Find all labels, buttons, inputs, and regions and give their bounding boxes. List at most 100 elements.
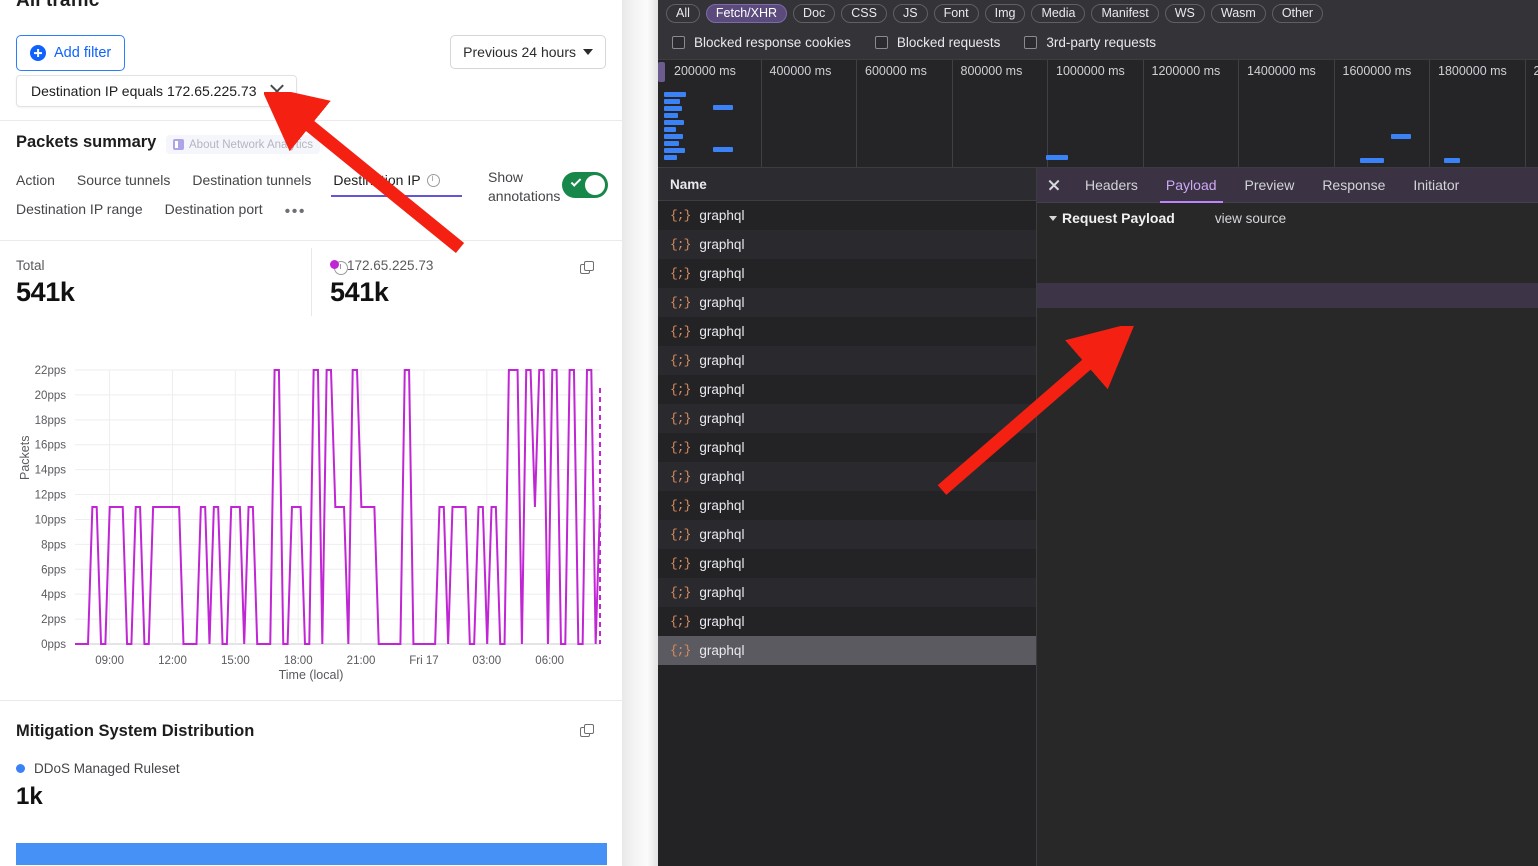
request-row[interactable]: {;} graphql bbox=[658, 462, 1036, 491]
request-row[interactable]: {;} graphql bbox=[658, 230, 1036, 259]
type-filter-doc[interactable]: Doc bbox=[793, 3, 836, 23]
y-tick-label: 22pps bbox=[35, 365, 67, 377]
type-filter-font[interactable]: Font bbox=[933, 3, 979, 23]
timeline-tick-label: 800000 ms bbox=[960, 64, 1023, 78]
detail-tab-preview[interactable]: Preview bbox=[1244, 176, 1295, 193]
type-filter-css[interactable]: CSS bbox=[841, 3, 887, 23]
request-name: graphql bbox=[699, 237, 745, 252]
checkbox-icon[interactable] bbox=[1024, 36, 1038, 49]
checkbox-blocked-response-cookies[interactable]: Blocked response cookies bbox=[672, 35, 851, 50]
payload-root-line[interactable]: {operationName: "ipFlowTimeseries", vari… bbox=[1037, 233, 1538, 258]
checkbox-3rd-party-requests[interactable]: 3rd-party requests bbox=[1024, 35, 1156, 50]
timeline-request-bar bbox=[664, 120, 684, 125]
type-filter-all[interactable]: All bbox=[666, 3, 700, 23]
timeline-request-bar bbox=[664, 134, 683, 139]
checkbox-icon[interactable] bbox=[672, 36, 685, 49]
filter-chip[interactable]: Destination IP equals 172.65.225.73 bbox=[16, 75, 298, 107]
request-row[interactable]: {;} graphql bbox=[658, 520, 1036, 549]
detail-tab-payload[interactable]: Payload bbox=[1152, 168, 1231, 203]
detail-tab-initiator[interactable]: Initiator bbox=[1413, 176, 1460, 193]
timeline-request-bar bbox=[1046, 155, 1068, 160]
series-value: 541k bbox=[330, 277, 389, 307]
request-name: graphql bbox=[699, 643, 745, 658]
graphql-icon: {;} bbox=[670, 266, 691, 281]
payload-section-title[interactable]: Request Payload bbox=[1049, 210, 1175, 226]
graphql-icon: {;} bbox=[670, 382, 691, 397]
type-filter-ws[interactable]: WS bbox=[1164, 3, 1205, 23]
dimension-tab-destination-ip[interactable]: Destination IP bbox=[331, 168, 462, 197]
detail-tab-headers[interactable]: Headers bbox=[1085, 176, 1138, 193]
request-row[interactable]: {;} graphql bbox=[658, 259, 1036, 288]
request-row[interactable]: {;} graphql bbox=[658, 607, 1036, 636]
request-list[interactable]: Name {;} graphql {;} graphql {;} graphql {;} gr… bbox=[658, 168, 1037, 866]
type-filter-other[interactable]: Other bbox=[1271, 3, 1324, 23]
network-timeline-overview[interactable]: 200000 ms 400000 ms 600000 ms 800000 ms 1000… bbox=[658, 60, 1538, 168]
checkbox-label: Blocked response cookies bbox=[694, 35, 851, 50]
timeline-request-bar bbox=[664, 155, 677, 160]
time-range-selector[interactable]: Previous 24 hours bbox=[450, 35, 606, 69]
request-row[interactable]: {;} graphql bbox=[658, 491, 1036, 520]
detail-tab-bar: Headers Payload Preview Response Initiator bbox=[1037, 168, 1538, 203]
request-name: graphql bbox=[699, 411, 745, 426]
request-row[interactable]: {;} graphql bbox=[658, 636, 1036, 665]
checkbox-icon[interactable] bbox=[874, 36, 888, 49]
request-row[interactable]: {;} graphql bbox=[658, 433, 1036, 462]
request-row[interactable]: {;} graphql bbox=[658, 549, 1036, 578]
mitigation-bar[interactable] bbox=[16, 843, 607, 865]
type-filter-img[interactable]: Img bbox=[984, 3, 1026, 23]
timeline-tick-cell: 1200000 ms bbox=[1144, 60, 1239, 167]
more-dimensions-button[interactable]: ••• bbox=[284, 202, 306, 220]
type-filter-js[interactable]: JS bbox=[892, 3, 928, 23]
request-row[interactable]: {;} graphql bbox=[658, 375, 1036, 404]
graphql-icon: {;} bbox=[670, 324, 691, 339]
view-source-link[interactable]: view source bbox=[1214, 210, 1287, 226]
dimension-tab-action[interactable]: Action bbox=[16, 168, 55, 197]
remove-filter-icon[interactable] bbox=[268, 82, 286, 100]
request-row[interactable]: {;} graphql bbox=[658, 201, 1036, 230]
y-tick-label: 18pps bbox=[35, 415, 67, 427]
timeline-request-bar bbox=[664, 99, 680, 104]
dimension-tab-destination-tunnels[interactable]: Destination tunnels bbox=[192, 168, 311, 197]
legend-dot-icon bbox=[330, 260, 339, 269]
dimension-tab-destination-ip-range[interactable]: Destination IP range bbox=[16, 197, 143, 226]
detail-tab-response[interactable]: Response bbox=[1322, 176, 1386, 193]
x-axis-title: Time (local) bbox=[278, 668, 344, 682]
expand-mitigation-icon[interactable] bbox=[580, 724, 595, 739]
x-tick-label: 03:00 bbox=[472, 655, 501, 667]
add-filter-button[interactable]: Add filter bbox=[16, 35, 126, 71]
request-name: graphql bbox=[699, 440, 745, 455]
dimension-tab-destination-port[interactable]: Destination port bbox=[165, 197, 263, 226]
y-tick-label: 8pps bbox=[41, 539, 66, 551]
show-annotations-toggle[interactable] bbox=[562, 172, 608, 198]
toggle-knob bbox=[585, 175, 605, 195]
request-row[interactable]: {;} graphql bbox=[658, 404, 1036, 433]
legend-dot-icon bbox=[16, 764, 25, 773]
about-network-analytics-badge[interactable]: About Network Analytics bbox=[166, 135, 321, 154]
show-annotations-control[interactable]: Show annotations bbox=[488, 168, 608, 206]
devtools-network-panel: All Fetch/XHR Doc CSS JS Font Img Media Manifest… bbox=[658, 0, 1538, 866]
dimension-tab-source-tunnels[interactable]: Source tunnels bbox=[77, 168, 170, 197]
payload-variables-line[interactable]: variables: {accountTag: "b12e3b2192ee558… bbox=[1037, 308, 1538, 333]
close-detail-icon[interactable] bbox=[1037, 168, 1071, 203]
graphql-icon: {;} bbox=[670, 208, 691, 223]
add-filter-label: Add filter bbox=[54, 45, 112, 61]
payload-query-line[interactable]: query: "query ipFlowTimeseries($accountT… bbox=[1037, 283, 1538, 308]
timeline-grip-handle[interactable] bbox=[658, 62, 665, 82]
type-filter-manifest[interactable]: Manifest bbox=[1091, 3, 1159, 23]
type-filter-media[interactable]: Media bbox=[1031, 3, 1086, 23]
expand-card-icon[interactable] bbox=[580, 261, 595, 276]
request-row[interactable]: {;} graphql bbox=[658, 288, 1036, 317]
request-row[interactable]: {;} graphql bbox=[658, 578, 1036, 607]
timeline-tick-cell: 800000 ms bbox=[953, 60, 1048, 167]
type-filter-wasm[interactable]: Wasm bbox=[1210, 3, 1266, 23]
timeline-tick-label: 1400000 ms bbox=[1247, 64, 1316, 78]
checkbox-blocked-requests[interactable]: Blocked requests bbox=[874, 35, 1000, 50]
packets-timeseries-chart[interactable]: 0pps 2pps 4pps 6pps 8pps 10pps 12pps 14pps 16pps… bbox=[0, 352, 622, 692]
info-icon[interactable] bbox=[426, 173, 440, 187]
request-row[interactable]: {;} graphql bbox=[658, 346, 1036, 375]
type-filter-fetch-xhr[interactable]: Fetch/XHR bbox=[705, 3, 788, 23]
timeline-tick-cell: 1000000 ms bbox=[1048, 60, 1144, 167]
book-icon bbox=[173, 139, 184, 150]
request-row[interactable]: {;} graphql bbox=[658, 317, 1036, 346]
divider bbox=[311, 248, 312, 316]
